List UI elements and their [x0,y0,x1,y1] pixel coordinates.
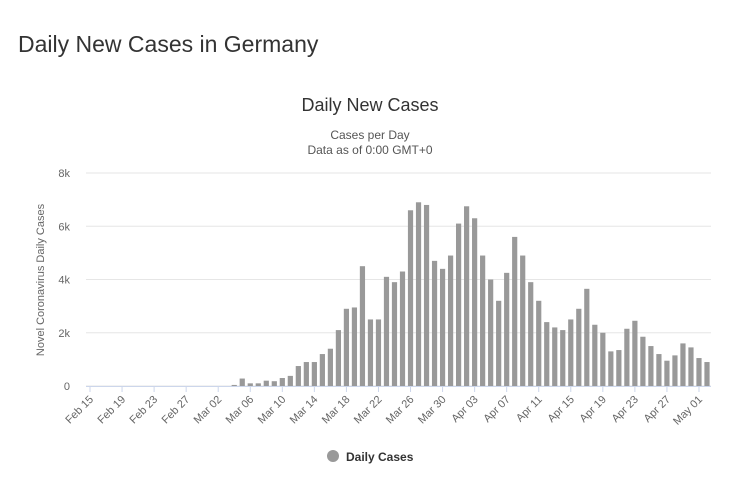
bar[interactable] [696,358,702,386]
x-tick-label: Feb 23 [128,394,161,427]
bar[interactable] [608,351,614,386]
x-tick-label: Feb 27 [160,394,193,427]
bar[interactable] [407,210,414,386]
bar[interactable] [688,347,694,386]
bar[interactable] [584,288,590,386]
bar[interactable] [552,327,558,386]
bar[interactable] [472,218,478,386]
bar[interactable] [303,362,309,386]
bar[interactable] [568,319,574,386]
chart-subtitle: Data as of 0:00 GMT+0 [307,143,432,157]
bar[interactable] [343,308,350,386]
x-tick-label: Apr 11 [514,394,545,425]
bar[interactable] [512,236,518,386]
bar[interactable] [592,324,598,386]
bar[interactable] [399,271,406,386]
bar[interactable] [576,308,582,386]
bar[interactable] [247,383,253,386]
x-tick-label: Mar 06 [224,394,257,427]
bar[interactable] [536,300,542,386]
x-tick-label: Apr 07 [481,394,512,425]
x-tick-label: Mar 02 [192,394,225,427]
y-tick-label: 2k [58,328,70,340]
bar[interactable] [632,320,638,386]
legend-label[interactable]: Daily Cases [346,450,414,464]
bar[interactable] [656,354,662,386]
bar[interactable] [455,223,462,386]
x-tick-label: May 01 [671,394,705,428]
bar[interactable] [640,336,646,386]
bar[interactable] [528,282,534,386]
bar[interactable] [624,328,630,386]
y-tick-label: 4k [58,275,70,287]
bar[interactable] [488,279,494,387]
x-tick-label: Mar 22 [352,394,385,427]
x-tick-label: Mar 26 [384,394,417,427]
x-tick-label: Feb 15 [63,394,96,427]
bar[interactable] [431,260,438,386]
bar[interactable] [295,366,301,386]
page-title: Daily New Cases in Germany [18,31,319,57]
y-axis-label: Novel Coronavirus Daily Cases [35,203,47,356]
bar[interactable] [464,206,470,386]
bar[interactable] [279,378,285,386]
bar[interactable] [271,381,277,386]
x-tick-label: Mar 30 [416,394,449,427]
bar[interactable] [480,255,486,386]
bar[interactable] [439,268,446,386]
bar[interactable] [415,202,422,386]
bar[interactable] [423,204,430,386]
chart-title: Daily New Cases [301,95,438,115]
bar[interactable] [255,383,261,386]
x-tick-label: Apr 23 [610,394,641,425]
y-tick-label: 6k [58,221,70,233]
bar[interactable] [560,330,566,386]
bar[interactable] [648,346,654,386]
bar[interactable] [327,348,333,386]
y-tick-label: 0 [64,381,70,393]
bar[interactable] [375,319,382,386]
bar[interactable] [672,355,678,386]
bar[interactable] [447,255,454,386]
bar[interactable] [367,319,374,386]
bar[interactable] [231,384,237,386]
bar[interactable] [319,354,325,386]
bar[interactable] [504,272,510,386]
y-tick-label: 8k [58,168,70,180]
bar[interactable] [680,343,686,386]
legend-marker [327,450,339,462]
x-tick-label: Apr 27 [642,394,673,425]
bar[interactable] [616,350,622,386]
bar[interactable] [600,332,606,386]
bar[interactable] [335,330,342,386]
bar[interactable] [704,362,710,386]
x-tick-label: Mar 10 [256,394,289,427]
bar[interactable] [263,380,269,386]
bar[interactable] [391,282,398,386]
x-tick-label: Apr 03 [449,394,480,425]
x-tick-label: Apr 15 [545,394,576,425]
bar[interactable] [664,360,670,386]
bar[interactable] [239,378,245,386]
x-tick-label: Mar 14 [288,394,321,427]
bar[interactable] [496,300,502,386]
bar[interactable] [520,255,526,386]
bar[interactable] [287,375,293,386]
bar[interactable] [359,266,366,386]
bar[interactable] [311,362,317,386]
x-tick-label: Apr 19 [578,394,609,425]
x-tick-label: Feb 19 [95,394,128,427]
bar[interactable] [351,307,358,386]
bar[interactable] [544,322,550,386]
bar[interactable] [383,276,390,386]
x-tick-label: Mar 18 [320,394,353,427]
chart-subtitle: Cases per Day [330,128,409,142]
